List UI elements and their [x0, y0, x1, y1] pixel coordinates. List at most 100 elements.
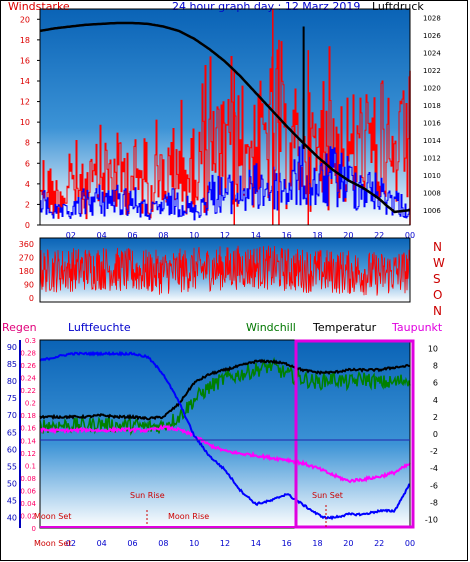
time-tick-label-bottom: 18: [312, 539, 322, 548]
windchill-line: [39, 356, 411, 436]
wind-tick-label: 10: [20, 118, 30, 127]
compass-label: W: [433, 256, 445, 270]
rain-tick-label: 0.12: [20, 450, 36, 458]
wind-tick-label: 14: [20, 77, 30, 86]
temp-humidity-series: [39, 350, 411, 521]
rain-tick-label: 0.24: [20, 375, 36, 383]
direction-panel-border: [39, 237, 411, 303]
time-tick-label-bottom: 16: [282, 539, 292, 548]
time-tick-label: 20: [343, 231, 353, 240]
pressure-tick-label: 1024: [423, 50, 441, 58]
pressure-tick-label: 1008: [423, 190, 441, 198]
humidity-tick-label: 75: [7, 394, 17, 403]
humidity-tick-label: 85: [7, 360, 17, 369]
temperature-tick-label: -4: [430, 464, 438, 473]
wind-tick-label: 20: [20, 15, 30, 24]
windchill-legend: Windchill: [246, 321, 296, 334]
temp-humidity-axes: 404550556065707580859000.020.040.060.080…: [7, 337, 438, 548]
time-tick-label-bottom: 20: [343, 539, 353, 548]
compass-label: N: [433, 240, 442, 254]
temperature-tick-label: -6: [430, 481, 438, 490]
time-tick-label-bottom: 06: [127, 539, 137, 548]
temperature-tick-label: -8: [430, 498, 438, 507]
time-tick-label-bottom: 10: [189, 539, 199, 548]
humidity-tick-label: 40: [7, 514, 17, 523]
dewpoint-line: [39, 423, 411, 484]
time-tick-label: 00: [405, 231, 415, 240]
rain-tick-label: 0.02: [20, 512, 36, 520]
night-period-box: [294, 339, 415, 529]
rain-tick-label: 0.2: [25, 400, 36, 408]
time-tick-label-bottom: 02: [66, 539, 76, 548]
humidity-line: [39, 350, 411, 521]
temperature-line: [39, 358, 411, 421]
time-tick-label: 18: [312, 231, 322, 240]
time-tick-label: 08: [158, 231, 168, 240]
wind-tick-label: 18: [20, 36, 30, 45]
pressure-line: [39, 21, 411, 214]
time-tick-label-bottom: 14: [251, 539, 261, 548]
direction-tick-label: 180: [19, 267, 34, 276]
temperature-tick-label: -2: [430, 447, 438, 456]
top-axes: 0246810121416182010061008101010121014101…: [20, 8, 441, 240]
moon-rise-event: Moon Rise: [168, 512, 209, 521]
rain-tick-label: 0.26: [20, 362, 36, 370]
rain-tick-label: 0: [32, 525, 36, 533]
direction-tick-label: 270: [19, 254, 34, 263]
time-tick-label-bottom: 22: [374, 539, 384, 548]
humidity-tick-label: 50: [7, 480, 17, 489]
wind-tick-label: 0: [25, 221, 30, 230]
top-panel-border: [39, 8, 411, 226]
sun-rise-event: Sun Rise: [130, 491, 165, 500]
sun-set-event: Sun Set: [312, 491, 343, 500]
time-tick-label: 14: [251, 231, 261, 240]
wind-direction-line: [39, 245, 411, 296]
time-tick-label-bottom: 04: [97, 539, 107, 548]
humidity-tick-label: 80: [7, 377, 17, 386]
rain-tick-label: 0.04: [20, 500, 36, 508]
rain-axis-label: Regen: [2, 321, 37, 334]
pressure-series: [39, 21, 411, 214]
pressure-tick-label: 1006: [423, 207, 441, 215]
dewpoint-legend: Taupunkt: [391, 321, 443, 334]
temperature-legend: Temperatur: [312, 321, 377, 334]
pressure-tick-label: 1012: [423, 155, 441, 163]
temperature-tick-label: 6: [433, 379, 438, 388]
time-tick-label: 22: [374, 231, 384, 240]
time-tick-label-bottom: 12: [220, 539, 230, 548]
compass-label: O: [433, 288, 442, 302]
rain-tick-label: 0.1: [25, 462, 36, 470]
pressure-tick-label: 1014: [423, 137, 441, 145]
wind-tick-label: 8: [25, 139, 30, 148]
rain-tick-label: 0.18: [20, 412, 36, 420]
humidity-tick-label: 45: [7, 497, 17, 506]
gust-line: [40, 41, 410, 220]
temperature-tick-label: 10: [428, 345, 438, 354]
rain-tick-label: 0.28: [20, 350, 36, 358]
humidity-tick-label: 65: [7, 428, 17, 437]
humidity-tick-label: 70: [7, 411, 17, 420]
moon-set-event-top: Moon Set: [34, 512, 71, 521]
rain-tick-label: 0.06: [20, 487, 36, 495]
rain-tick-label: 0.22: [20, 387, 36, 395]
temperature-tick-label: 4: [433, 396, 438, 405]
humidity-axis-label: Luftfeuchte: [68, 321, 131, 334]
pressure-tick-label: 1016: [423, 120, 441, 128]
pressure-tick-label: 1028: [423, 15, 441, 23]
wind-tick-label: 2: [25, 200, 30, 209]
temperature-tick-label: 2: [433, 413, 438, 422]
time-tick-label-bottom: 00: [405, 539, 415, 548]
wind-axis-label: Windstarke: [8, 0, 70, 13]
temperature-tick-label: 8: [433, 362, 438, 371]
humidity-tick-label: 60: [7, 445, 17, 454]
chart-title: 24 hour graph day : 12 Marz 2019: [172, 0, 360, 13]
compass-label: S: [433, 272, 441, 286]
rain-tick-label: 0.16: [20, 425, 36, 433]
moon-set-event-bottom: Moon Set: [34, 539, 71, 548]
time-tick-label: 12: [220, 231, 230, 240]
time-tick-label: 10: [189, 231, 199, 240]
wind-tick-label: 4: [25, 180, 30, 189]
